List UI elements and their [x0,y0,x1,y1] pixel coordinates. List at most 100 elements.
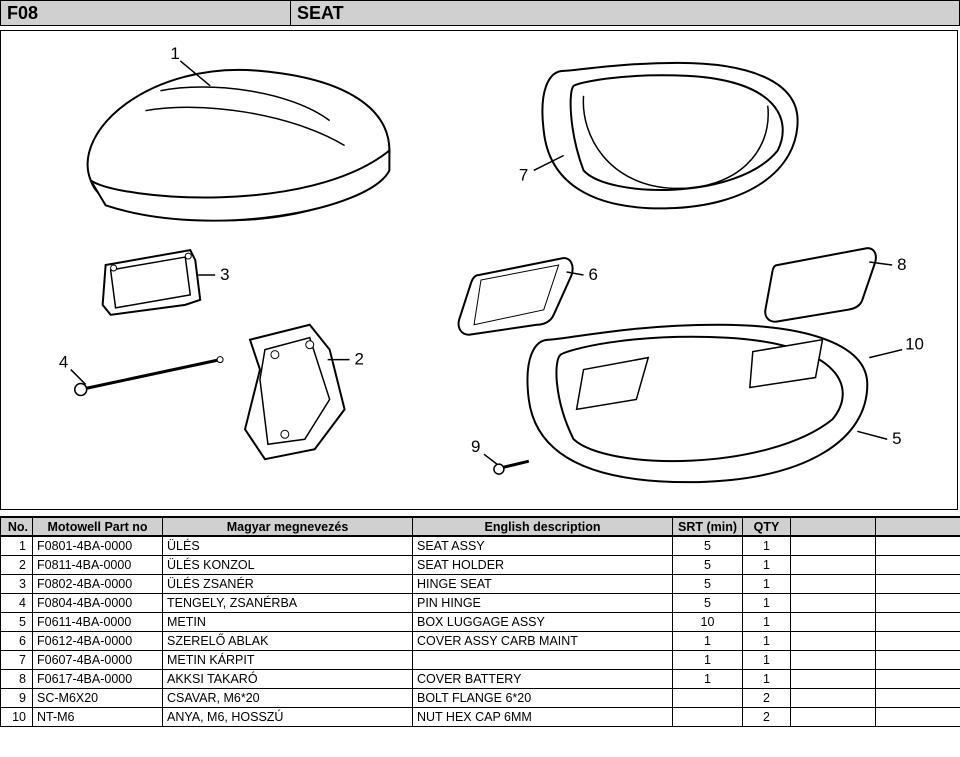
cell-qty: 1 [743,574,791,593]
part-liner: 7 [519,63,798,208]
col-spare2 [876,517,960,536]
cell-sp1 [791,536,876,555]
cell-hu: TENGELY, ZSANÉRBA [163,593,413,612]
cell-sp1 [791,631,876,650]
cell-part: F0617-4BA-0000 [33,669,163,688]
cell-no: 9 [1,688,33,707]
cell-sp1 [791,593,876,612]
cell-sp1 [791,669,876,688]
parts-table-wrap: No. Motowell Part no Magyar megnevezés E… [0,516,960,727]
cell-qty: 1 [743,612,791,631]
cell-en: COVER BATTERY [413,669,673,688]
cell-hu: METIN KÁRPIT [163,650,413,669]
cell-hu: SZERELŐ ABLAK [163,631,413,650]
col-hu: Magyar megnevezés [163,517,413,536]
cell-sp2 [876,688,960,707]
cell-part: F0801-4BA-0000 [33,536,163,555]
cell-hu: CSAVAR, M6*20 [163,688,413,707]
cell-sp2 [876,574,960,593]
cell-part: F0607-4BA-0000 [33,650,163,669]
cell-en: SEAT ASSY [413,536,673,555]
table-row: 9SC-M6X20CSAVAR, M6*20BOLT FLANGE 6*20 2 [1,688,960,707]
diagram-svg: 1 7 3 4 [11,41,947,499]
table-row: 6F0612-4BA-0000SZERELŐ ABLAKCOVER ASSY C… [1,631,960,650]
cell-en: HINGE SEAT [413,574,673,593]
table-row: 3F0802-4BA-0000ÜLÉS ZSANÉRHINGE SEAT51 [1,574,960,593]
cell-qty: 1 [743,593,791,612]
cell-sp2 [876,593,960,612]
cell-sp2 [876,650,960,669]
col-srt: SRT (min) [673,517,743,536]
cell-en: SEAT HOLDER [413,555,673,574]
cell-sp1 [791,650,876,669]
cell-srt: 1 [673,650,743,669]
callout-5: 5 [892,429,901,448]
table-row: 5F0611-4BA-0000METINBOX LUGGAGE ASSY101 [1,612,960,631]
cell-part: F0611-4BA-0000 [33,612,163,631]
cell-sp2 [876,707,960,726]
parts-table: No. Motowell Part no Magyar megnevezés E… [0,516,960,727]
cell-sp2 [876,612,960,631]
col-no: No. [1,517,33,536]
col-en: English description [413,517,673,536]
table-row: 2F0811-4BA-0000ÜLÉS KONZOLSEAT HOLDER51 [1,555,960,574]
table-row: 1F0801-4BA-0000ÜLÉSSEAT ASSY51 [1,536,960,555]
cell-en: BOLT FLANGE 6*20 [413,688,673,707]
table-row: 4F0804-4BA-0000TENGELY, ZSANÉRBAPIN HING… [1,593,960,612]
cell-no: 1 [1,536,33,555]
part-bolt: 9 [471,437,529,474]
cell-hu: METIN [163,612,413,631]
cell-part: F0811-4BA-0000 [33,555,163,574]
cell-hu: ÜLÉS [163,536,413,555]
cell-no: 10 [1,707,33,726]
callout-8: 8 [897,255,906,274]
cell-en [413,650,673,669]
callout-1: 1 [170,44,179,63]
cell-sp2 [876,631,960,650]
cell-hu: ANYA, M6, HOSSZÚ [163,707,413,726]
cell-no: 8 [1,669,33,688]
table-header-row: No. Motowell Part no Magyar megnevezés E… [1,517,960,536]
cell-part: F0804-4BA-0000 [33,593,163,612]
cell-no: 7 [1,650,33,669]
page-header: F08 SEAT [0,0,960,26]
part-luggage-box: 5 10 [527,325,923,482]
cell-qty: 1 [743,669,791,688]
cell-qty: 2 [743,688,791,707]
cell-part: NT-M6 [33,707,163,726]
part-seat: 1 [88,44,390,221]
col-qty: QTY [743,517,791,536]
cell-srt: 5 [673,536,743,555]
cell-sp1 [791,707,876,726]
cell-srt: 5 [673,574,743,593]
cell-sp2 [876,555,960,574]
cell-srt: 1 [673,631,743,650]
cell-part: F0802-4BA-0000 [33,574,163,593]
cell-no: 2 [1,555,33,574]
cell-qty: 1 [743,536,791,555]
cell-srt: 5 [673,593,743,612]
cell-no: 4 [1,593,33,612]
cell-srt: 10 [673,612,743,631]
part-battery-cover: 8 [765,248,906,322]
table-row: 7F0607-4BA-0000METIN KÁRPIT 11 [1,650,960,669]
callout-2: 2 [355,350,364,369]
cell-qty: 1 [743,555,791,574]
callout-3: 3 [220,265,229,284]
cell-no: 3 [1,574,33,593]
callout-10: 10 [905,335,924,354]
cell-hu: ÜLÉS ZSANÉR [163,574,413,593]
cell-no: 5 [1,612,33,631]
cell-qty: 1 [743,650,791,669]
part-cover-carb: 6 [459,258,598,335]
cell-sp2 [876,536,960,555]
table-body: 1F0801-4BA-0000ÜLÉSSEAT ASSY512F0811-4BA… [1,536,960,726]
cell-srt [673,707,743,726]
part-hinge: 3 [103,250,230,315]
callout-7: 7 [519,165,528,184]
cell-part: SC-M6X20 [33,688,163,707]
exploded-diagram: 1 7 3 4 [0,30,958,510]
cell-sp1 [791,688,876,707]
cell-en: COVER ASSY CARB MAINT [413,631,673,650]
callout-6: 6 [589,265,598,284]
